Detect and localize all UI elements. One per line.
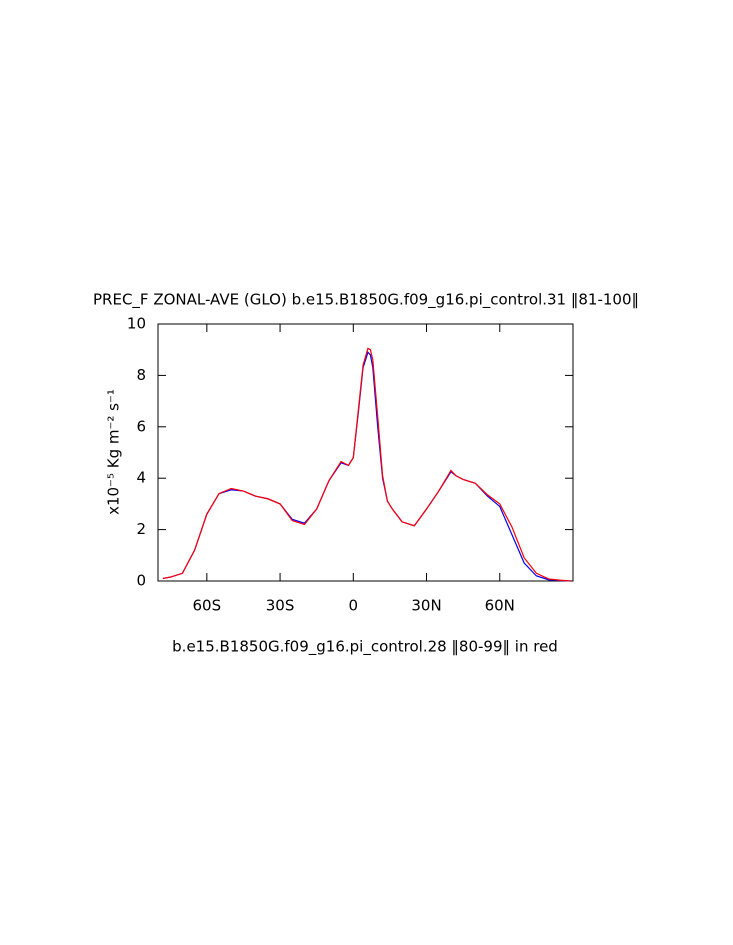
x-tick-label: 60N (485, 597, 515, 615)
plot-frame (157, 323, 574, 582)
chart-title: PREC_F ZONAL-AVE (GLO) b.e15.B1850G.f09_… (93, 291, 639, 310)
x-tick-label: 30N (411, 597, 441, 615)
x-tick-label: 0 (349, 597, 359, 615)
x-tick-label: 30S (266, 597, 295, 615)
y-tick-label: 4 (136, 469, 146, 487)
x-tick-label: 60S (193, 597, 222, 615)
series-line (162, 351, 571, 582)
chart-subtitle: b.e15.B1850G.f09_g16.pi_control.28 ‖80-9… (172, 638, 558, 657)
y-tick-label: 10 (127, 315, 146, 333)
series-line (162, 347, 571, 582)
y-tick-label: 8 (136, 366, 146, 384)
y-axis-label: x10⁻⁵ Kg m⁻² s⁻¹ (105, 389, 123, 515)
y-tick-label: 2 (136, 520, 146, 538)
y-tick-label: 0 (136, 572, 146, 590)
y-tick-label: 6 (136, 417, 146, 435)
